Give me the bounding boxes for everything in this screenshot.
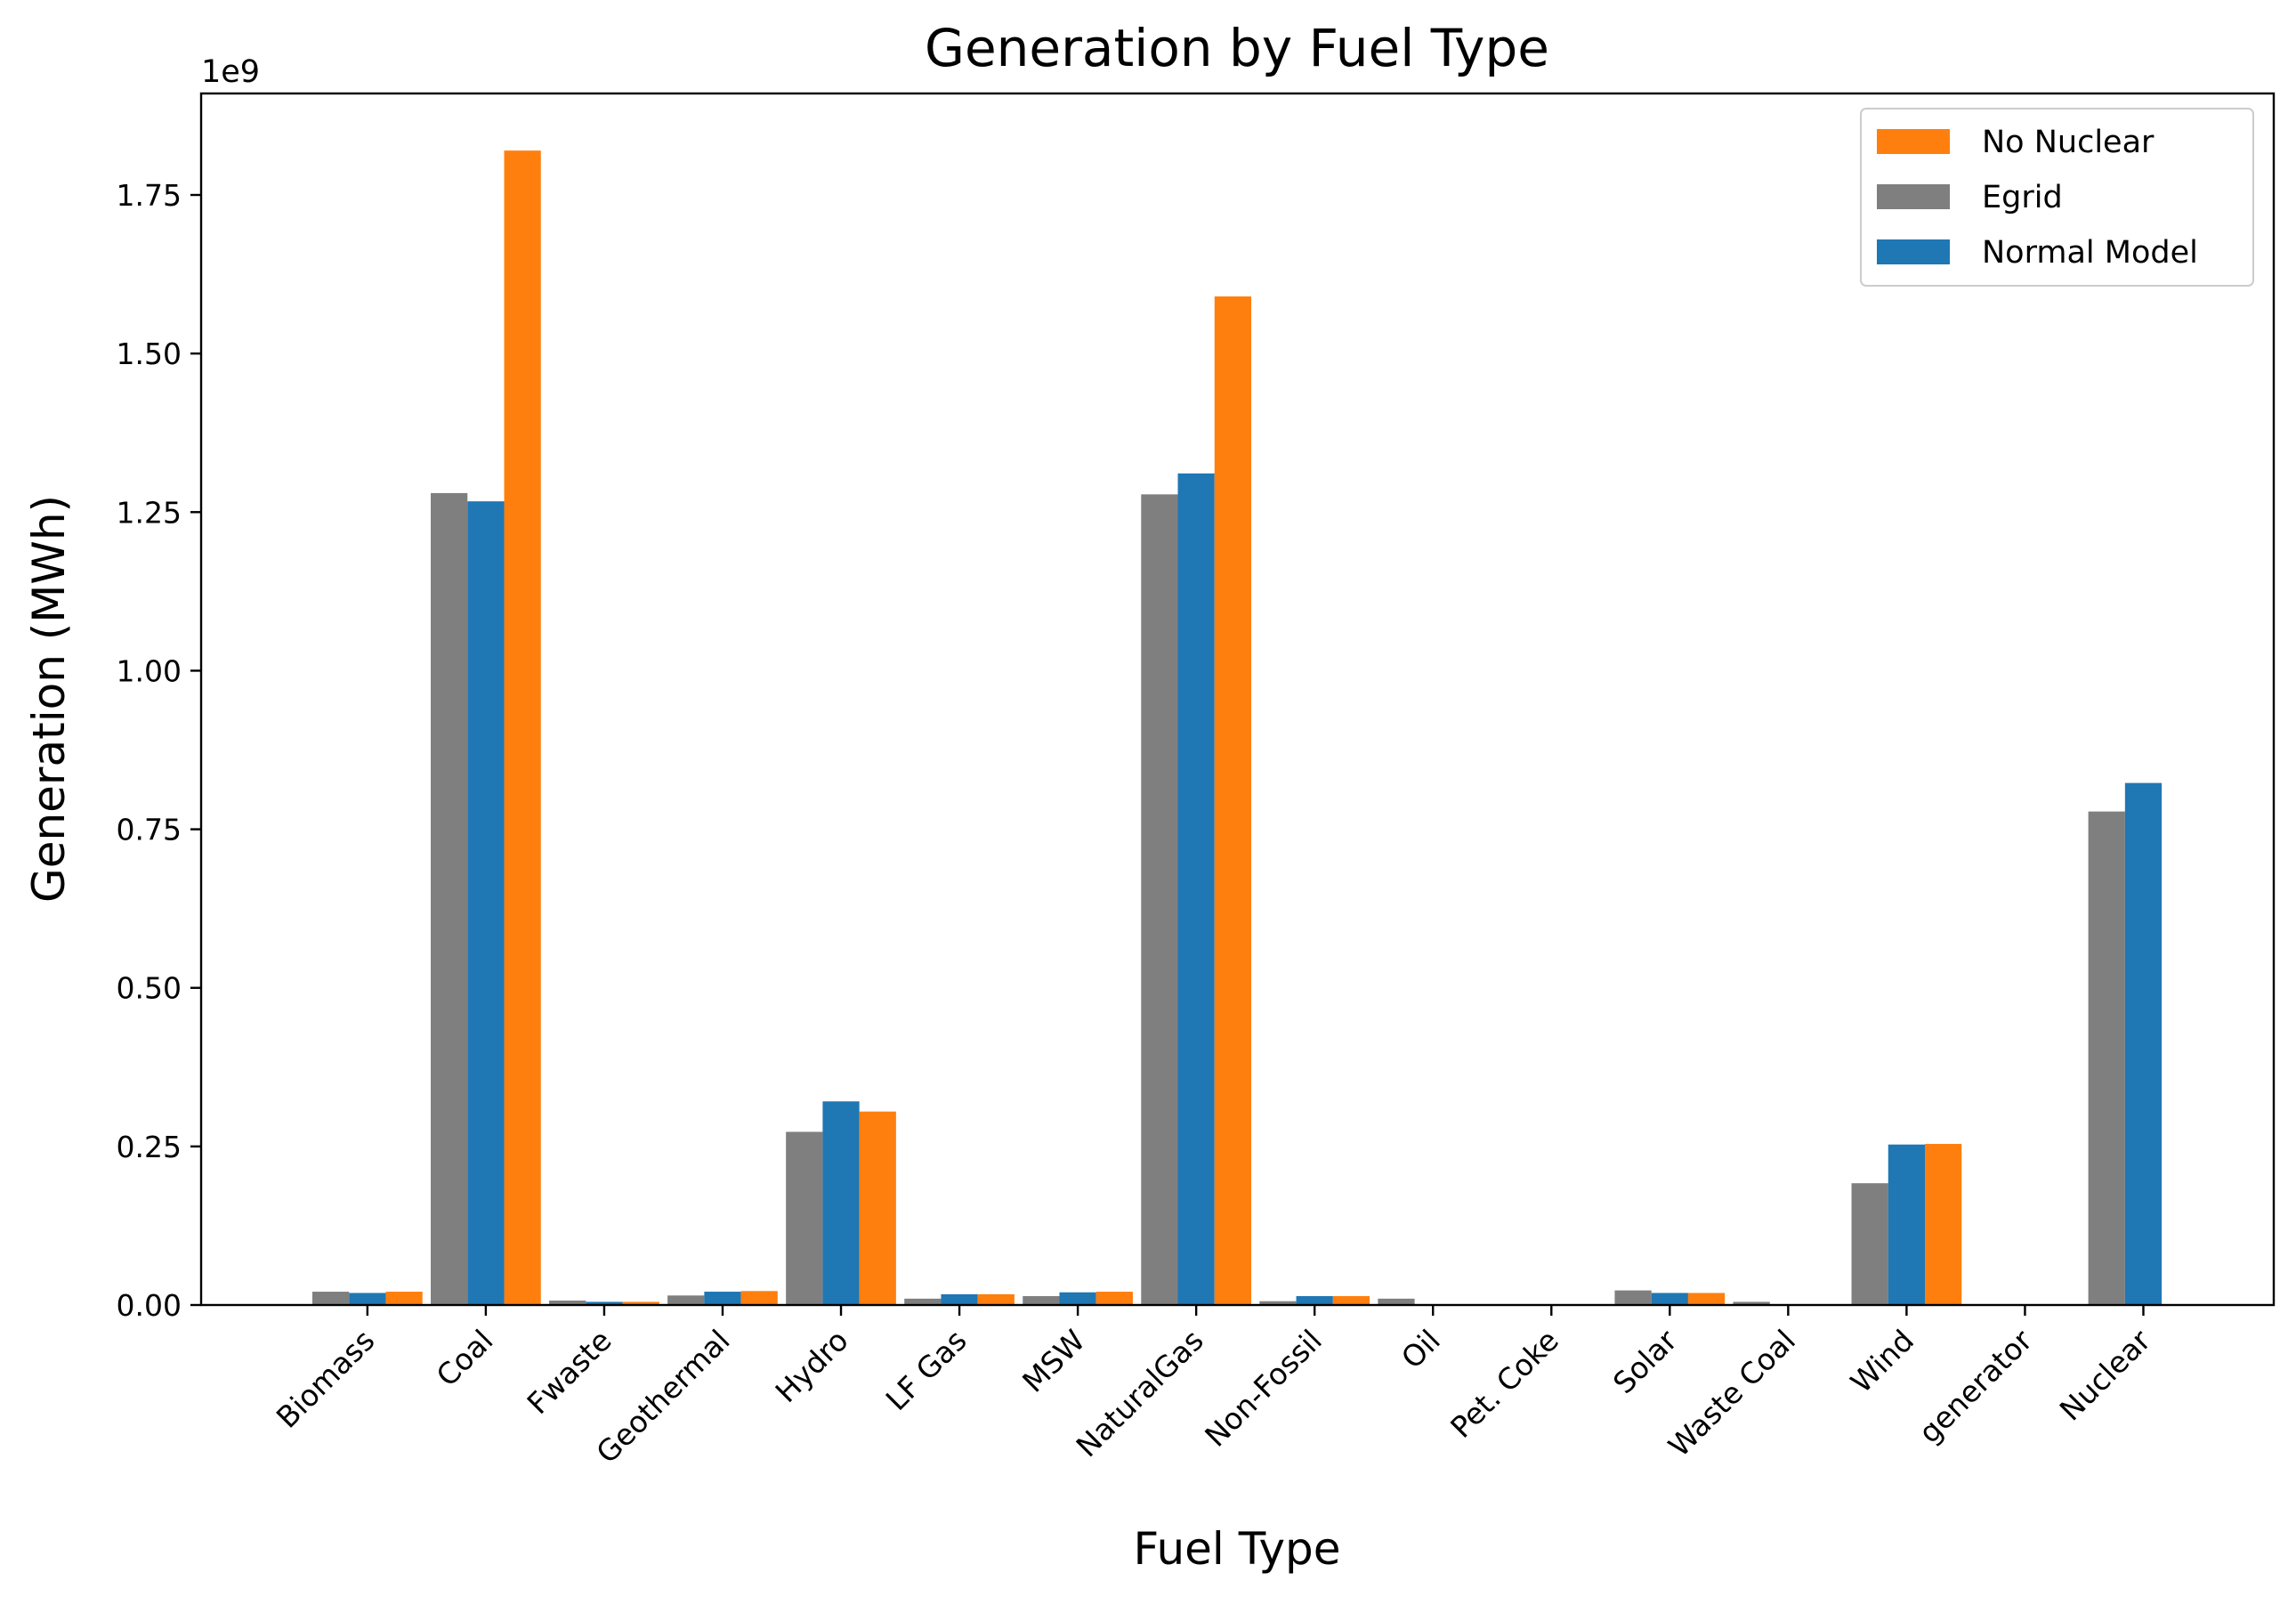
legend-swatch [1877, 129, 1950, 154]
y-tick-label: 1.00 [117, 653, 182, 688]
bar-egrid-oil [1378, 1298, 1415, 1305]
bar-egrid-coal [431, 492, 468, 1305]
x-tick-label: Wind [1844, 1323, 1920, 1399]
y-tick-label: 1.75 [117, 178, 182, 213]
x-tick-label: Biomass [270, 1323, 382, 1435]
bar-normal-model-naturalgas [1177, 473, 1215, 1305]
y-scale-label: 1e9 [201, 54, 260, 90]
bar-egrid-waste-coal [1733, 1301, 1770, 1305]
x-tick-label: Fwaste [521, 1323, 618, 1421]
bar-egrid-naturalgas [1141, 494, 1178, 1305]
bar-egrid-non-fossil [1259, 1301, 1297, 1305]
bar-egrid-solar [1614, 1290, 1652, 1305]
bar-no-nuclear-coal [504, 150, 541, 1305]
y-tick-label: 1.25 [117, 495, 182, 530]
bar-no-nuclear-naturalgas [1214, 296, 1252, 1305]
bar-normal-model-nuclear [2124, 782, 2163, 1305]
x-tick-label: Pet. Coke [1443, 1323, 1565, 1445]
bar-egrid-lf-gas [904, 1298, 942, 1305]
bar-normal-model-biomass [349, 1293, 386, 1305]
legend: No Nuclear Egrid Normal Model [1860, 108, 2254, 287]
bar-normal-model-non-fossil [1296, 1296, 1333, 1305]
y-axis: 0.00 0.25 0.50 0.75 1.00 1.25 1.50 1.75 [117, 178, 201, 1323]
bar-no-nuclear-fwaste [622, 1301, 659, 1305]
bar-no-nuclear-non-fossil [1332, 1296, 1370, 1305]
bar-normal-model-solar [1651, 1293, 1688, 1305]
legend-label: No Nuclear [1982, 125, 2155, 160]
x-tick-label: generator [1912, 1323, 2039, 1450]
bar-no-nuclear-geothermal [740, 1291, 778, 1305]
legend-swatch [1877, 239, 1950, 264]
y-tick-label: 1.50 [117, 336, 182, 371]
x-axis-label: Fuel Type [1133, 1523, 1340, 1575]
bar-no-nuclear-biomass [385, 1292, 423, 1305]
bar-normal-model-coal [467, 501, 505, 1305]
bar-egrid-wind [1851, 1183, 1888, 1305]
bar-egrid-biomass [311, 1292, 350, 1305]
bar-normal-model-lf-gas [941, 1293, 978, 1305]
plot-area: 0.00 0.25 0.50 0.75 1.00 1.25 1.50 1.75 Biomass C… [117, 92, 2276, 1470]
bar-series-no-nuclear [385, 150, 1962, 1305]
bar-normal-model-geothermal [704, 1292, 741, 1305]
bar-egrid-msw [1023, 1296, 1060, 1305]
x-tick-label: Solar [1606, 1323, 1684, 1400]
bar-normal-model-fwaste [586, 1301, 623, 1305]
x-tick-label: Coal [430, 1323, 500, 1393]
chart-title: Generation by Fuel Type [925, 18, 1549, 78]
y-tick-label: 0.25 [117, 1130, 182, 1164]
plot-frame [199, 92, 2276, 1307]
x-tick-label: Hydro [769, 1323, 855, 1409]
bar-egrid-hydro [786, 1131, 823, 1305]
bar-no-nuclear-hydro [859, 1111, 896, 1305]
bar-no-nuclear-wind [1925, 1144, 1962, 1305]
y-axis-label: Generation (MWh) [23, 495, 75, 903]
bar-normal-model-wind [1888, 1144, 1926, 1305]
bar-no-nuclear-lf-gas [977, 1293, 1015, 1305]
bar-normal-model-hydro [822, 1101, 860, 1305]
legend-box [1860, 108, 2254, 287]
y-tick-label: 0.75 [117, 813, 182, 847]
bar-no-nuclear-solar [1687, 1293, 1726, 1305]
bar-no-nuclear-msw [1095, 1292, 1133, 1305]
y-tick-label: 0.50 [117, 971, 182, 1006]
x-tick-label: LF Gas [879, 1323, 974, 1417]
x-tick-label: MSW [1015, 1323, 1092, 1399]
bar-series-egrid [311, 492, 2125, 1305]
bar-egrid-geothermal [667, 1295, 705, 1305]
bar-series-normal-model [349, 473, 2163, 1305]
legend-label: Normal Model [1982, 235, 2198, 271]
x-tick-label: Waste Coal [1661, 1323, 1802, 1463]
legend-swatch [1877, 184, 1950, 209]
bar-egrid-nuclear [2088, 811, 2125, 1305]
legend-label: Egrid [1982, 180, 2063, 215]
y-tick-label: 0.00 [117, 1288, 182, 1323]
x-tick-label: Non-Fossil [1198, 1323, 1329, 1454]
x-tick-label: NaturalGas [1070, 1323, 1210, 1463]
x-tick-label: Oil [1395, 1323, 1447, 1375]
bar-egrid-fwaste [549, 1301, 586, 1305]
bar-normal-model-msw [1059, 1292, 1096, 1305]
x-tick-label: Nuclear [2053, 1323, 2158, 1428]
